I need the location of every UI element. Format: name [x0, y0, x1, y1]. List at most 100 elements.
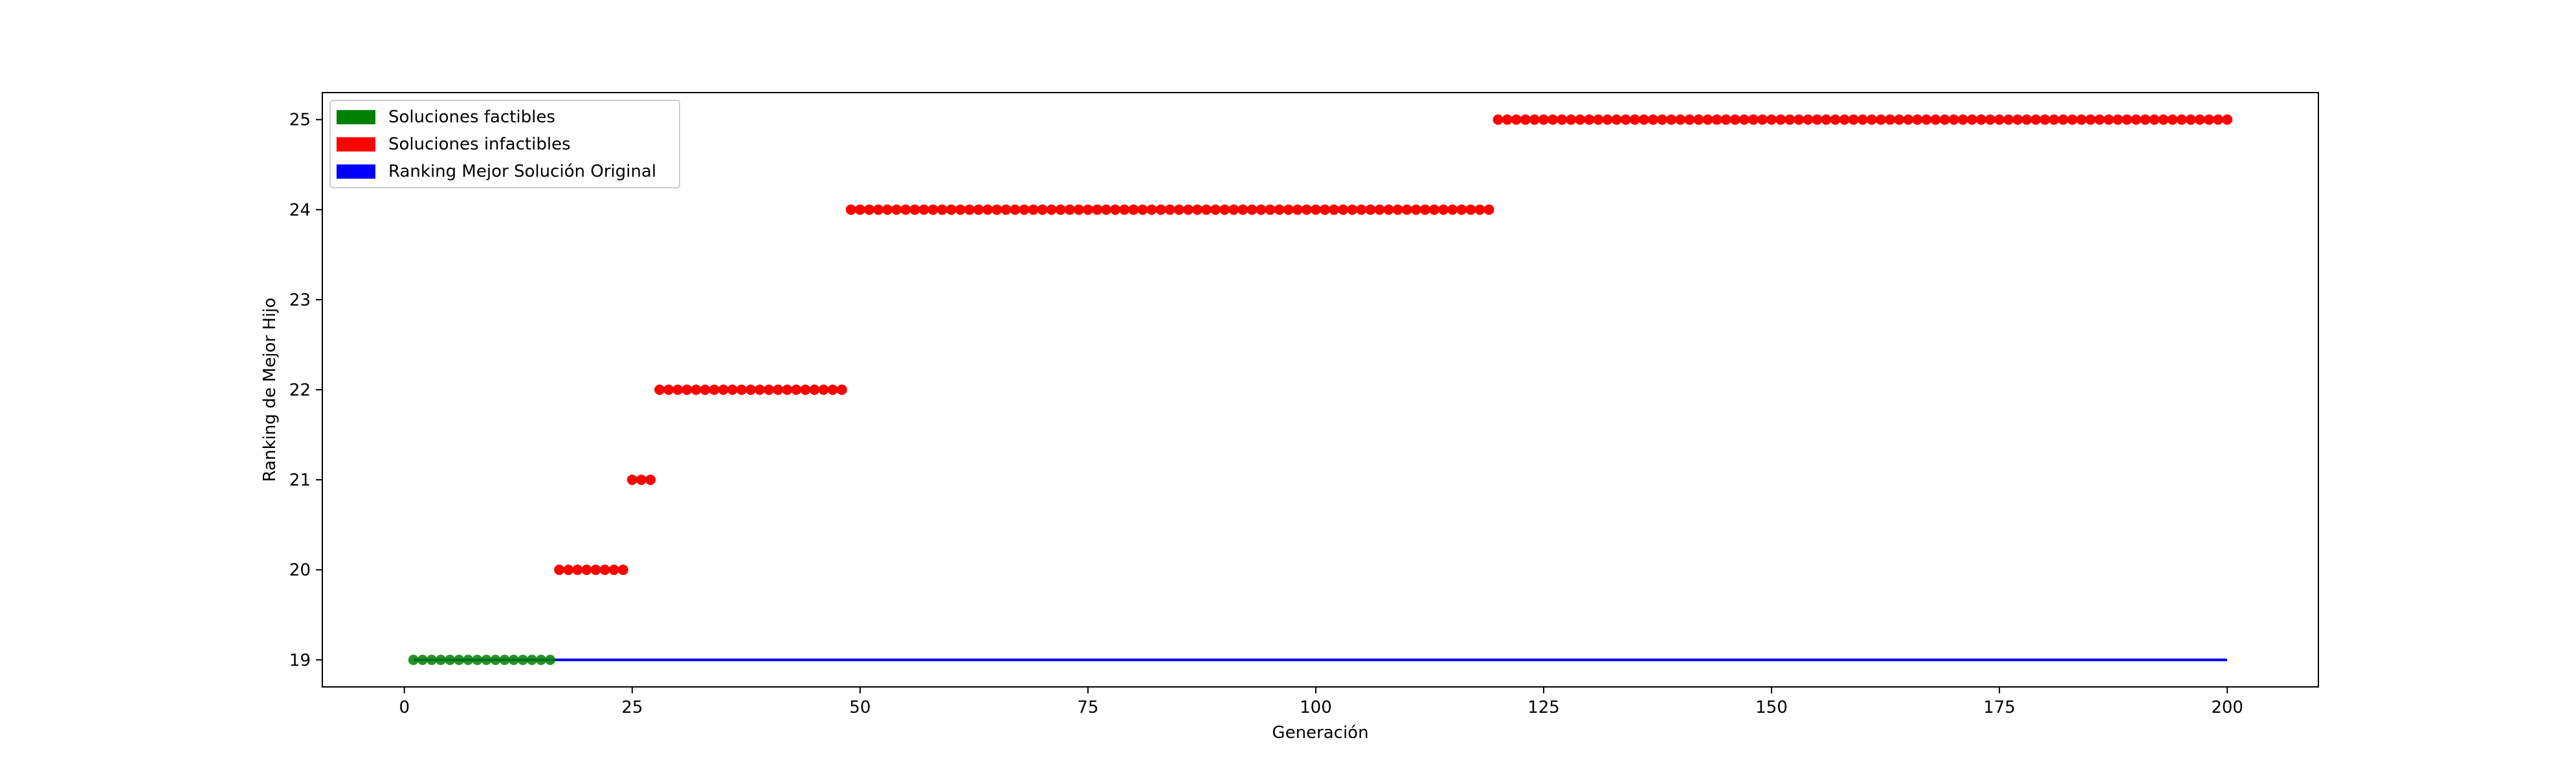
infeasible-point: [1711, 114, 1722, 125]
infeasible-point: [1766, 114, 1777, 125]
infeasible-point: [2076, 114, 2087, 125]
infeasible-point: [1693, 114, 1704, 125]
infeasible-point: [1483, 204, 1494, 215]
feasible-point: [508, 655, 519, 666]
infeasible-point: [2158, 114, 2169, 125]
infeasible-point: [1939, 114, 1950, 125]
infeasible-point: [1666, 114, 1677, 125]
infeasible-point: [2204, 114, 2215, 125]
infeasible-point: [1091, 204, 1102, 215]
infeasible-point: [1247, 204, 1258, 215]
infeasible-point: [1310, 204, 1321, 215]
infeasible-point: [2213, 114, 2224, 125]
infeasible-point: [1975, 114, 1986, 125]
infeasible-point: [1620, 114, 1631, 125]
infeasible-point: [2113, 114, 2124, 125]
feasible-point: [445, 655, 456, 666]
infeasible-point: [636, 475, 647, 486]
infeasible-point: [1019, 204, 1030, 215]
infeasible-point: [1775, 114, 1786, 125]
infeasible-point: [818, 385, 829, 395]
infeasible-point: [1629, 114, 1640, 125]
infeasible-point: [2030, 114, 2041, 125]
feasible-point: [490, 655, 501, 666]
infeasible-point: [1183, 204, 1194, 215]
feasible-point: [526, 655, 537, 666]
feasible-point: [535, 655, 546, 666]
infeasible-point: [1082, 204, 1093, 215]
data-marks: [408, 114, 2233, 666]
feasible-point: [545, 655, 556, 666]
feasible-point: [417, 655, 428, 666]
infeasible-point: [2104, 114, 2115, 125]
infeasible-point: [691, 385, 702, 395]
infeasible-point: [1511, 114, 1522, 125]
infeasible-point: [1028, 204, 1039, 215]
infeasible-point: [2131, 114, 2142, 125]
x-tick-label: 50: [849, 698, 871, 717]
infeasible-point: [1347, 204, 1358, 215]
infeasible-point: [1146, 204, 1157, 215]
infeasible-point: [1593, 114, 1604, 125]
x-tick-label: 175: [1983, 698, 2015, 717]
x-tick-label: 75: [1077, 698, 1098, 717]
infeasible-point: [764, 385, 775, 395]
infeasible-point: [1356, 204, 1367, 215]
infeasible-point: [1201, 204, 1212, 215]
infeasible-point: [1684, 114, 1695, 125]
infeasible-point: [900, 204, 911, 215]
infeasible-point: [946, 204, 957, 215]
infeasible-point: [1101, 204, 1112, 215]
infeasible-point: [2012, 114, 2023, 125]
infeasible-point: [927, 204, 938, 215]
y-axis-label: Ranking de Mejor Hijo: [260, 298, 280, 482]
infeasible-point: [1419, 204, 1430, 215]
feasible-point: [517, 655, 528, 666]
infeasible-point: [782, 385, 793, 395]
infeasible-point: [645, 475, 656, 486]
infeasible-point: [1292, 204, 1303, 215]
infeasible-point: [2003, 114, 2014, 125]
infeasible-point: [1957, 114, 1968, 125]
infeasible-point: [554, 565, 565, 576]
infeasible-point: [1474, 204, 1485, 215]
infeasible-point: [937, 204, 948, 215]
infeasible-point: [1748, 114, 1759, 125]
infeasible-point: [1410, 204, 1421, 215]
infeasible-point: [1894, 114, 1905, 125]
y-tick-label: 20: [289, 561, 311, 580]
infeasible-point: [754, 385, 765, 395]
infeasible-point: [1046, 204, 1057, 215]
infeasible-point: [983, 204, 993, 215]
infeasible-point: [2085, 114, 2096, 125]
infeasible-point: [1930, 114, 1941, 125]
infeasible-point: [2167, 114, 2178, 125]
legend-box: [329, 100, 680, 188]
infeasible-point: [1839, 114, 1850, 125]
feasible-point: [481, 655, 492, 666]
infeasible-point: [1110, 204, 1121, 215]
infeasible-point: [1447, 204, 1458, 215]
y-tick-label: 25: [289, 111, 311, 130]
infeasible-point: [1283, 204, 1294, 215]
infeasible-point: [1857, 114, 1868, 125]
infeasible-point: [2176, 114, 2187, 125]
infeasible-point: [1329, 204, 1340, 215]
infeasible-point: [745, 385, 756, 395]
infeasible-point: [1611, 114, 1622, 125]
infeasible-point: [1383, 204, 1394, 215]
infeasible-point: [1948, 114, 1959, 125]
feasible-point: [426, 655, 437, 666]
infeasible-point: [1192, 204, 1203, 215]
infeasible-point: [1821, 114, 1832, 125]
infeasible-point: [2067, 114, 2078, 125]
infeasible-point: [827, 385, 838, 395]
infeasible-point: [718, 385, 729, 395]
infeasible-point: [1502, 114, 1513, 125]
legend-swatch-original: [337, 164, 375, 179]
y-axis-ticks: 19 20 21 22 23 24 25: [289, 111, 322, 670]
infeasible-point: [700, 385, 711, 395]
infeasible-point: [654, 385, 665, 395]
legend: Soluciones factibles Soluciones infactib…: [329, 100, 680, 188]
infeasible-point: [1493, 114, 1504, 125]
